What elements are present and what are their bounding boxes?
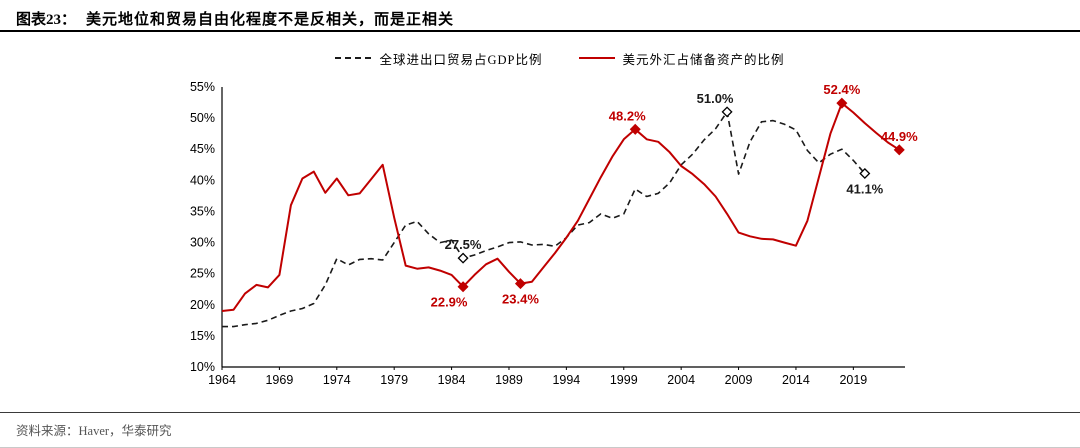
marker-label: 41.1% bbox=[846, 181, 883, 196]
legend-label-usd: 美元外汇占储备资产的比例 bbox=[622, 52, 785, 67]
x-tick-label: 1994 bbox=[552, 373, 580, 387]
y-tick-label: 50% bbox=[190, 111, 215, 125]
marker-label: 51.0% bbox=[697, 91, 734, 106]
x-tick-label: 1979 bbox=[380, 373, 408, 387]
y-tick-label: 35% bbox=[190, 204, 215, 218]
footer: 资料来源：Haver，华泰研究 bbox=[0, 412, 1080, 448]
marker-diamond bbox=[859, 167, 871, 180]
marker-label: 22.9% bbox=[431, 295, 468, 310]
x-tick-label: 1969 bbox=[265, 373, 293, 387]
y-tick-label: 45% bbox=[190, 142, 215, 156]
x-tick-label: 1999 bbox=[610, 373, 638, 387]
axes: 10% 15% 20% 25% 30% 35% 40% 45% 50% 55% 1964 1969 19… bbox=[190, 80, 905, 387]
marker-diamond bbox=[457, 252, 469, 264]
marker-label: 23.4% bbox=[502, 292, 539, 307]
page-title: 美元地位和贸易自由化程度不是反相关，而是正相关 bbox=[86, 12, 455, 28]
y-tick-label: 15% bbox=[190, 329, 215, 343]
series-line bbox=[221, 102, 900, 312]
legend-item-usd: 美元外汇占储备资产的比例 bbox=[578, 49, 785, 68]
dashed-line-swatch bbox=[335, 57, 372, 59]
y-tick-label: 40% bbox=[190, 173, 215, 187]
chart-area: 全球进出口贸易占GDP比例 美元外汇占储备资产的比例 10% 15% 20% 25% 3… bbox=[170, 45, 950, 397]
legend-item-trade: 全球进出口贸易占GDP比例 bbox=[335, 49, 542, 68]
header-divider bbox=[0, 30, 1080, 32]
chart-legend: 全球进出口贸易占GDP比例 美元外汇占储备资产的比例 bbox=[170, 45, 950, 71]
x-tick-label: 2004 bbox=[667, 373, 695, 387]
solid-line-swatch bbox=[578, 57, 615, 59]
series-line bbox=[222, 111, 866, 328]
marker-diamond bbox=[629, 123, 641, 135]
x-tick-label: 1984 bbox=[438, 373, 466, 387]
x-tick-label: 2009 bbox=[725, 373, 753, 387]
x-tick-label: 2014 bbox=[782, 373, 810, 387]
legend-label-trade: 全球进出口贸易占GDP比例 bbox=[379, 52, 543, 67]
marker-label: 44.9% bbox=[881, 129, 918, 144]
x-tick-label: 2019 bbox=[839, 373, 867, 387]
marker-diamond bbox=[893, 144, 905, 156]
marker-label: 27.5% bbox=[445, 237, 482, 252]
marker-diamond bbox=[514, 278, 526, 290]
y-tick-label: 25% bbox=[190, 267, 215, 281]
x-tick-label: 1974 bbox=[323, 373, 351, 387]
x-tick-label: 1964 bbox=[208, 373, 236, 387]
y-tick-label: 20% bbox=[190, 298, 215, 312]
x-tick-label: 1989 bbox=[495, 373, 523, 387]
y-tick-label: 10% bbox=[190, 360, 215, 374]
chart-svg: 10% 15% 20% 25% 30% 35% 40% 45% 50% 55% 1964 1969 19… bbox=[190, 80, 918, 387]
y-tick-label: 55% bbox=[190, 80, 215, 94]
source-note: 资料来源：Haver，华泰研究 bbox=[16, 424, 172, 438]
marker-diamond bbox=[836, 97, 848, 109]
marker-diamond bbox=[457, 281, 469, 293]
marker-label: 52.4% bbox=[823, 82, 860, 97]
marker-label: 48.2% bbox=[609, 108, 646, 123]
series-0: 27.5% 51.0% 41.1% bbox=[222, 91, 884, 328]
y-tick-label: 30% bbox=[190, 236, 215, 250]
series-1: 22.9% 23.4% 48.2% 52.4% 44.9% bbox=[221, 82, 918, 312]
header: 图表23： 美元地位和贸易自由化程度不是反相关，而是正相关 bbox=[16, 8, 454, 29]
figure-number-label: 图表23： bbox=[16, 12, 77, 28]
marker-diamond bbox=[721, 106, 733, 118]
